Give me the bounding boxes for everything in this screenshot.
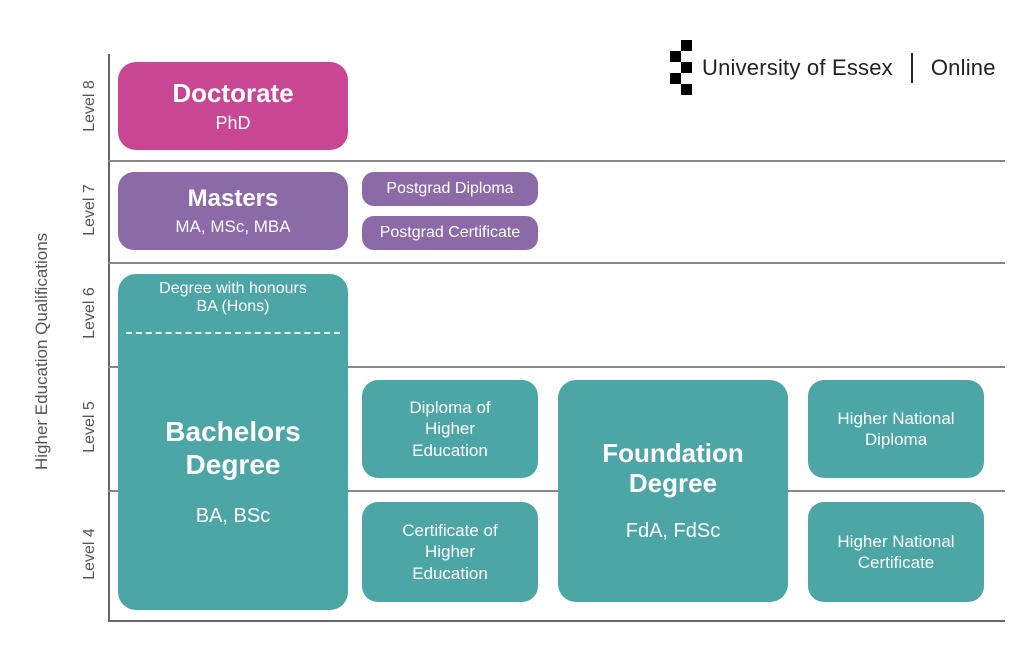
pg-diploma-title: Postgrad Diploma — [386, 180, 513, 198]
box-pg-cert: Postgrad Certificate — [362, 216, 538, 250]
gridline-l8-l7 — [108, 160, 1005, 162]
logo-university-text: University of Essex — [702, 55, 893, 81]
bachelors-honours: Degree with honours BA (Hons) — [118, 274, 348, 334]
level-label-6: Level 6 — [81, 283, 99, 343]
box-pg-diploma: Postgrad Diploma — [362, 172, 538, 206]
foundation-sub: FdA, FdSc — [626, 520, 720, 543]
honours-divider — [126, 332, 340, 334]
masters-sub: MA, MSc, MBA — [175, 217, 290, 237]
y-axis-line — [108, 54, 110, 620]
box-dip-he: Diploma ofHigherEducation — [362, 380, 538, 478]
box-doctorate: Doctorate PhD — [118, 62, 348, 150]
logo-separator — [911, 53, 913, 83]
checker-icon — [670, 40, 692, 95]
x-axis-line — [108, 620, 1005, 622]
level-label-5: Level 5 — [81, 397, 99, 457]
level-label-4: Level 4 — [81, 524, 99, 584]
box-masters: Masters MA, MSc, MBA — [118, 172, 348, 250]
brand-logo: University of Essex Online — [670, 40, 996, 95]
honours-line1: Degree with honours — [118, 280, 348, 298]
honours-line2: BA (Hons) — [118, 298, 348, 316]
foundation-title: FoundationDegree — [602, 439, 744, 499]
doctorate-sub: PhD — [215, 113, 250, 134]
bachelors-title-text: BachelorsDegree — [165, 416, 300, 479]
hnd-title: Higher NationalDiploma — [837, 408, 954, 451]
box-foundation: FoundationDegree FdA, FdSc — [558, 380, 788, 602]
cert-he-title: Certificate ofHigherEducation — [402, 520, 497, 584]
gridline-l7-l6 — [108, 262, 1005, 264]
pg-cert-title: Postgrad Certificate — [380, 224, 521, 242]
doctorate-title: Doctorate — [172, 78, 293, 109]
box-hnd: Higher NationalDiploma — [808, 380, 984, 478]
masters-title: Masters — [188, 185, 279, 213]
bachelors-title: BachelorsDegree — [165, 416, 300, 480]
y-axis-title: Higher Education Qualifications — [32, 233, 52, 470]
level-label-7: Level 7 — [81, 180, 99, 240]
box-cert-he: Certificate ofHigherEducation — [362, 502, 538, 602]
logo-suffix-text: Online — [931, 55, 996, 81]
hnc-title: Higher NationalCertificate — [837, 531, 954, 574]
diagram-canvas: University of Essex Online Higher Educat… — [0, 0, 1024, 660]
box-hnc: Higher NationalCertificate — [808, 502, 984, 602]
box-bachelors: Degree with honours BA (Hons) BachelorsD… — [118, 274, 348, 610]
dip-he-title: Diploma ofHigherEducation — [409, 397, 490, 461]
bachelors-sub: BA, BSc — [196, 505, 270, 528]
level-label-8: Level 8 — [81, 76, 99, 136]
